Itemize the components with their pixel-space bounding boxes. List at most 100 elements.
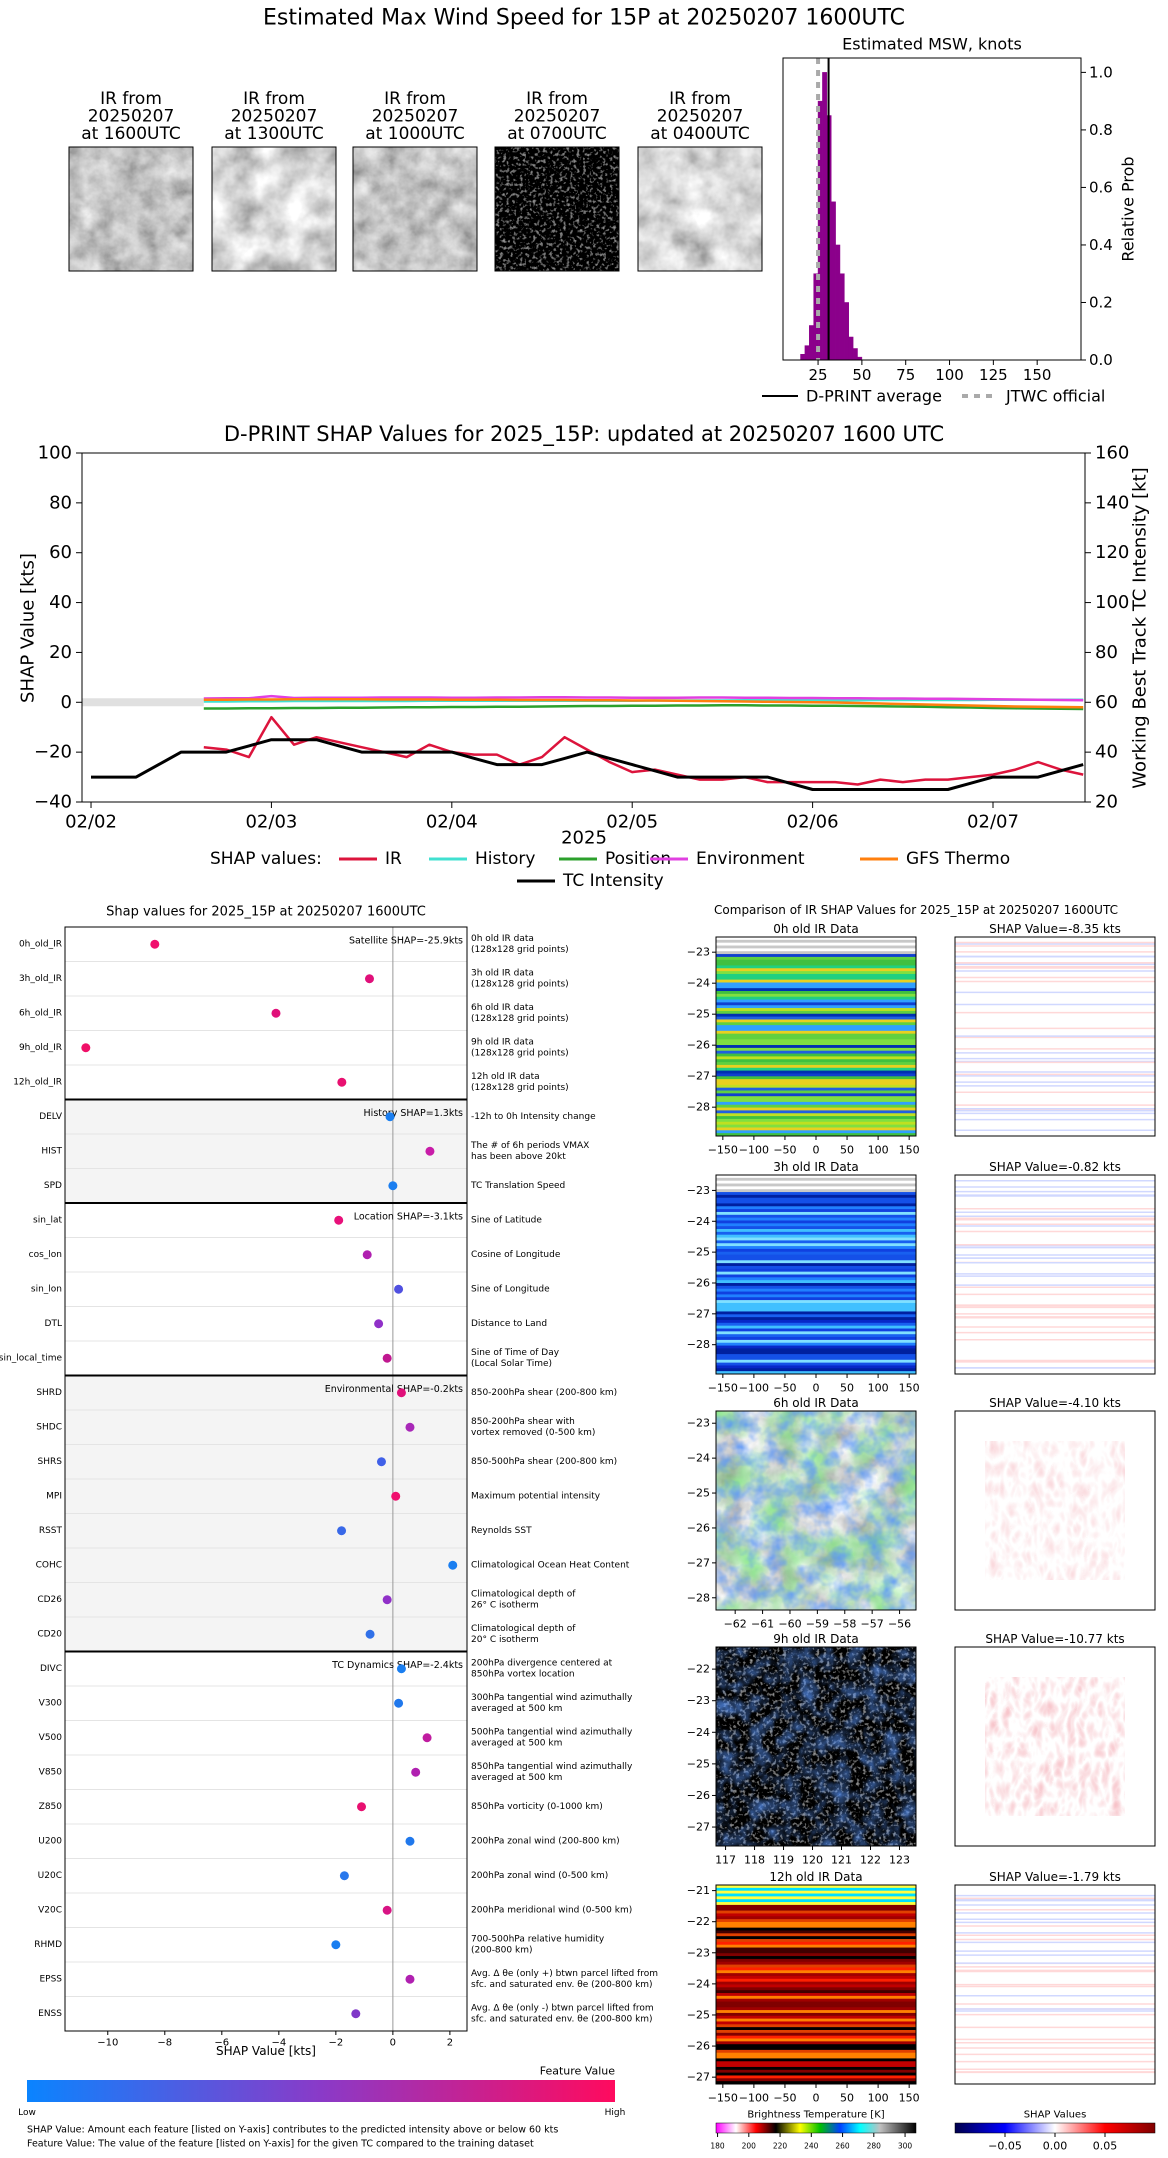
image-stripe: [716, 1916, 916, 1920]
x-tick-label: 50: [840, 1144, 854, 1157]
feature-label: DELV: [39, 1112, 63, 1122]
image-stripe: [716, 1288, 916, 1293]
image-stripe: [716, 1956, 916, 1960]
image-stripe: [716, 1229, 916, 1233]
bar: [848, 336, 854, 361]
shap-dot: [382, 1595, 392, 1605]
legend-label: Environment: [696, 849, 805, 869]
x-tick-label: −100: [739, 1144, 769, 1157]
image-stripe: [716, 1050, 916, 1055]
y-tick-label: −21: [687, 1884, 710, 1897]
ir-image: [716, 937, 916, 1137]
image-stripe: [716, 982, 916, 986]
y-tick-label: −23: [687, 1417, 710, 1430]
colorbar-tick-label: 0.00: [1043, 2140, 1068, 2153]
image-stripe: [716, 1947, 916, 1951]
image-stripe: [716, 1913, 916, 1917]
image-stripe: [716, 1189, 916, 1193]
shap-dot: [411, 1767, 421, 1777]
thumbnail-label: 20250207: [372, 107, 459, 127]
image-stripe: [716, 1990, 916, 1994]
feature-label: SPD: [44, 1181, 62, 1191]
x-tick-label: 0: [813, 1382, 820, 1395]
shap-dot: [396, 1664, 406, 1674]
image-stripe: [716, 2035, 916, 2040]
image-stripe: [716, 1967, 916, 1971]
shap-dot: [337, 1077, 347, 1087]
x-tick-label: 0: [390, 2038, 396, 2049]
image-stripe: [716, 1087, 916, 1092]
image-stripe: [716, 1180, 916, 1185]
x-tick-label: 2: [447, 2038, 453, 2049]
y-tick-label: −20: [34, 742, 72, 763]
feature-description: averaged at 500 km: [471, 1738, 562, 1748]
y-tick-label: 100: [38, 443, 72, 464]
image-stripe: [716, 1331, 916, 1335]
feature-description: 6h old IR data: [471, 1003, 534, 1013]
image-stripe: [716, 2081, 916, 2085]
image-stripe: [716, 2072, 916, 2076]
image-stripe: [716, 1887, 916, 1892]
legend-label: IR: [385, 849, 402, 869]
shap-dot: [422, 1733, 432, 1743]
thumbnail-label: IR from: [384, 89, 446, 109]
colorbar-tick-label: 200: [742, 2142, 757, 2151]
shap-dot: [364, 974, 374, 984]
image-stripe: [716, 1133, 916, 1137]
image-stripe: [716, 1079, 916, 1083]
footnote: Feature Value: The value of the feature …: [27, 2139, 534, 2150]
thumbnail-label: at 1000UTC: [365, 124, 464, 144]
image-stripe: [716, 939, 916, 944]
legend-label: GFS Thermo: [906, 849, 1010, 869]
y-tick-label: 60: [49, 542, 72, 563]
x-tick-label: −50: [773, 2092, 796, 2105]
y2-tick-label: 160: [1095, 443, 1129, 464]
image-stripe: [716, 1121, 916, 1126]
y2-tick-label: 120: [1095, 542, 1129, 563]
feature-label: U200: [38, 1836, 62, 1846]
image-stripe: [716, 1124, 916, 1128]
feature-label: 0h_old_IR: [19, 939, 62, 949]
feature-description: 850-200hPa shear (200-800 km): [471, 1388, 617, 1398]
image-stripe: [716, 1302, 916, 1307]
feature-label: V850: [39, 1767, 63, 1777]
group-label: Satellite SHAP=-25.9kts: [349, 935, 463, 946]
bar: [852, 348, 858, 361]
feature-description: (128x128 grid points): [471, 1014, 569, 1024]
feature-description: 850-500hPa shear (200-800 km): [471, 1457, 617, 1467]
feature-label: sin_local_time: [0, 1353, 62, 1363]
x-tick-label: 150: [899, 1144, 920, 1157]
feature-description: Climatological depth of: [471, 1589, 576, 1599]
feature-label: COHC: [36, 1560, 62, 1570]
x-tick-label: −2: [328, 2038, 343, 2049]
image-stripe: [716, 1371, 916, 1375]
legend-label: History: [475, 849, 535, 869]
image-stripe: [716, 965, 916, 969]
ir-thumbnail: [495, 147, 619, 271]
image-stripe: [716, 2027, 916, 2031]
x-tick-label: 100: [868, 2092, 889, 2105]
y-tick-label: −28: [687, 1591, 710, 1604]
x-tick-label: 150: [899, 1382, 920, 1395]
image-stripe: [716, 1325, 916, 1330]
image-stripe: [716, 2007, 916, 2011]
image-stripe: [716, 1993, 916, 1997]
image-stripe: [716, 1211, 916, 1216]
feature-description: Maximum potential intensity: [471, 1491, 601, 1501]
feature-description: Sine of Time of Day: [471, 1348, 560, 1358]
image-stripe: [716, 1987, 916, 1991]
image-stripe: [716, 1067, 916, 1072]
image-stripe: [716, 1104, 916, 1109]
colorbar-low: Low: [18, 2108, 36, 2118]
bar: [804, 345, 810, 361]
shap-image: [955, 1647, 1155, 1846]
x-tick-label: −60: [778, 1618, 801, 1631]
bar: [839, 273, 845, 361]
feature-description: Sine of Latitude: [471, 1215, 542, 1225]
image-stripe: [716, 2001, 916, 2005]
y2-tick-label: 60: [1095, 692, 1118, 713]
plot-frame: [82, 453, 1085, 802]
x-tick-label: 123: [889, 1854, 910, 1867]
image-stripe: [716, 1118, 916, 1123]
y-tick-label: −28: [687, 1338, 710, 1351]
